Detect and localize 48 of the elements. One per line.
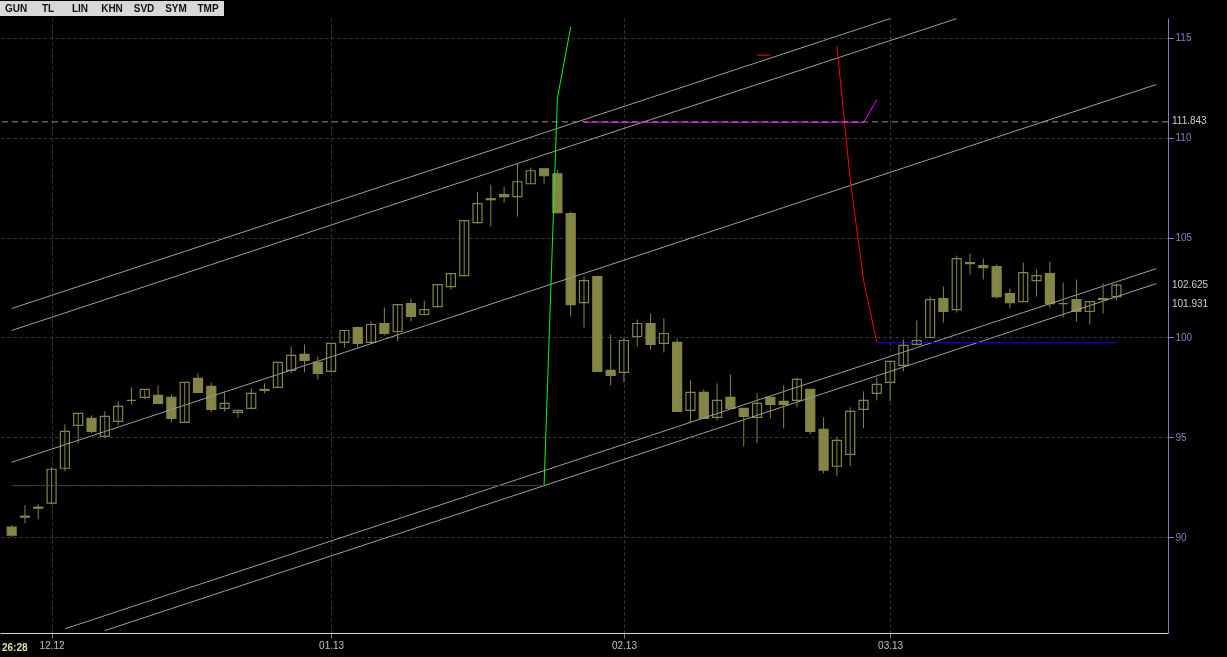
candlestick (592, 275, 603, 373)
y-tick-label: 90 (1175, 531, 1188, 543)
candlestick (645, 313, 656, 350)
candlestick (86, 414, 97, 434)
y-tick-label: 95 (1175, 431, 1188, 443)
candlestick (938, 286, 949, 323)
text: GUN (4, 3, 28, 14)
candlestick (179, 381, 190, 423)
candlestick (685, 379, 696, 424)
y-tick-label: 115 (1175, 32, 1192, 44)
candlestick (272, 361, 283, 388)
candlestick (472, 191, 483, 225)
candlestick (339, 329, 350, 348)
text: 101.931 (1172, 298, 1209, 309)
text: TMP (197, 3, 219, 14)
candlestick (858, 390, 869, 429)
y-tick-label: 110 (1175, 132, 1192, 144)
x-tick-label: 02.13 (611, 639, 638, 651)
candlestick (166, 393, 177, 423)
line-series (11, 83, 1157, 463)
x-tick-label: 03.13 (878, 639, 904, 651)
y-tick-label: 100 (1175, 331, 1193, 343)
text: LIN (71, 3, 89, 14)
x-tick-label: 01.13 (319, 639, 345, 651)
candlestick (46, 466, 57, 505)
y-tick-label: 105 (1175, 232, 1193, 244)
candlestick (1111, 283, 1122, 302)
candlestick (432, 283, 443, 309)
candlestick (1031, 269, 1042, 298)
candlestick (605, 333, 616, 386)
candlestick (512, 163, 523, 218)
x-tick-label: 12.12 (39, 639, 66, 651)
candlestick (725, 373, 736, 409)
candlestick (299, 343, 310, 373)
candlestick (818, 416, 829, 474)
candlestick (326, 342, 337, 373)
candlestick (459, 220, 470, 277)
candlestick (991, 264, 1002, 300)
text: 26:28 (2, 642, 29, 653)
text: 102.625 (1172, 279, 1209, 290)
candlestick (259, 382, 270, 394)
text: TL (41, 3, 55, 14)
text: SYM (165, 3, 187, 14)
candlestick (219, 390, 230, 412)
candlestick (898, 338, 909, 372)
text: 111.843 (1172, 115, 1208, 126)
text: KHN (101, 3, 123, 14)
text: SVD (133, 3, 155, 14)
